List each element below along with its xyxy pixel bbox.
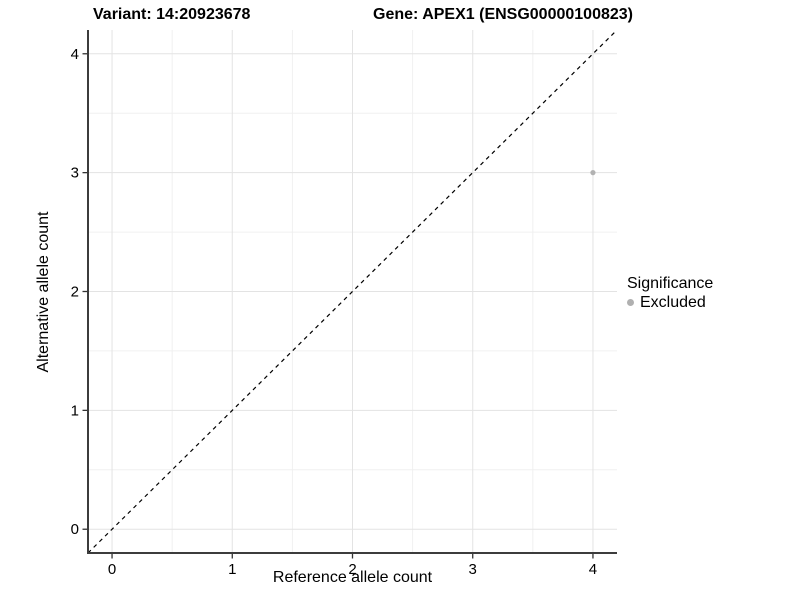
x-tick-label: 0 (108, 561, 116, 578)
excluded-dot-icon (627, 299, 634, 306)
x-tick-label: 1 (228, 561, 236, 578)
y-tick-label: 3 (71, 165, 79, 182)
legend-item-label: Excluded (640, 294, 706, 311)
legend-title: Significance (627, 275, 714, 292)
y-axis-label: Alternative allele count (35, 211, 52, 373)
x-tick-label: 4 (589, 561, 597, 578)
x-axis-label: Reference allele count (272, 569, 433, 586)
plot-title-variant: Variant: 14:20923678 (93, 6, 251, 23)
data-point (590, 170, 596, 176)
x-tick-label: 2 (348, 561, 356, 578)
identity-line (87, 29, 618, 554)
legend-item-excluded: Excluded (627, 293, 713, 312)
plot-title-gene: Gene: APEX1 (ENSG00000100823) (373, 6, 633, 23)
legend: Significance Excluded (627, 274, 713, 312)
y-tick-label: 4 (71, 46, 79, 63)
y-tick-label: 2 (71, 284, 79, 301)
y-tick-label: 0 (71, 521, 79, 538)
y-tick-label: 1 (71, 402, 79, 419)
x-tick-label: 3 (469, 561, 477, 578)
